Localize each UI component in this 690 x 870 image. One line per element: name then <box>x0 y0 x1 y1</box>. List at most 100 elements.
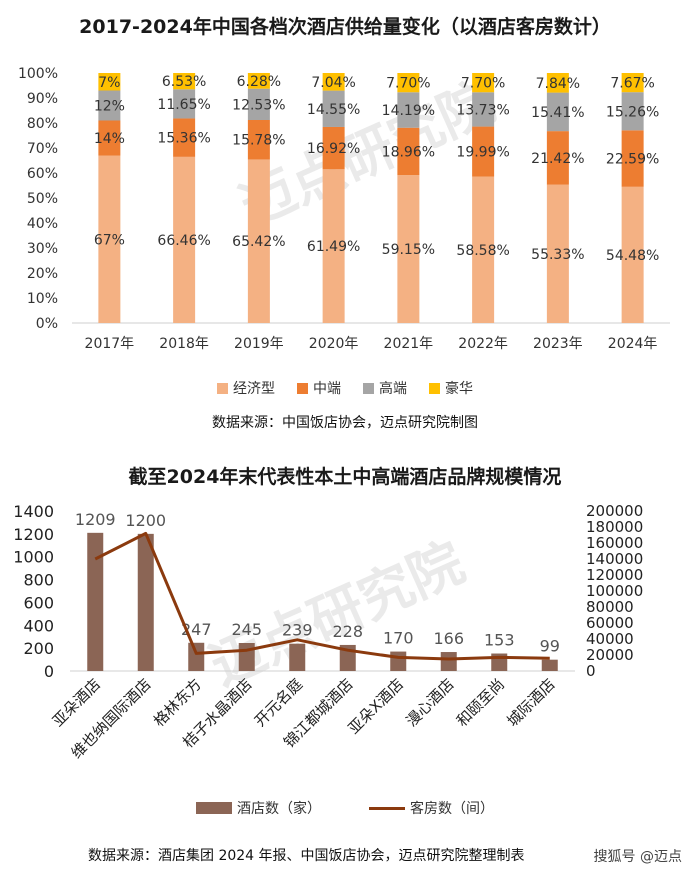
chart1-ytick: 20% <box>27 266 58 282</box>
chart2-bar-hotels <box>289 643 306 671</box>
chart1-bar-economy <box>621 186 644 323</box>
chart1-bar-economy <box>546 184 569 323</box>
chart1-ytick: 80% <box>27 116 58 132</box>
chart2-ytick-left: 1400 <box>13 502 54 521</box>
chart1-bar-midscale <box>247 120 270 160</box>
chart1-bar-upscale <box>98 90 121 121</box>
chart1-bar-midscale <box>173 118 196 157</box>
legend-swatch-economy <box>217 382 228 394</box>
chart1-stacked-bar: 0% 10% 20% 30% 40% 50% 60% 70% 80% 90% 100% 67% 14% 1… <box>18 66 670 352</box>
chart1-xtick: 2024年 <box>608 336 658 352</box>
chart1-ytick: 60% <box>27 166 58 182</box>
legend-item-midscale: 中端 <box>297 378 341 398</box>
chart2-ytick-right: 180000 <box>586 518 643 536</box>
chart1-ytick: 0% <box>36 316 58 332</box>
legend-label-economy: 经济型 <box>233 381 275 397</box>
chart2-bar-hotels <box>390 651 407 671</box>
legend-swatch-upscale <box>363 382 374 394</box>
chart1-data-label-luxury: 7% <box>98 75 120 91</box>
chart1-data-label-midscale: 19.99% <box>456 145 509 161</box>
legend-label-rooms: 客房数（间） <box>410 801 494 817</box>
chart2-data-label-hotels: 166 <box>433 629 464 648</box>
chart2-data-label-hotels: 1209 <box>75 510 116 529</box>
chart1-data-label-economy: 61.49% <box>307 239 360 255</box>
chart2-ytick-right: 120000 <box>586 566 643 584</box>
chart2-bar-hotels <box>188 642 205 671</box>
chart2-bar-hotels <box>440 652 457 671</box>
legend-item-rooms: 客房数（间） <box>369 798 494 818</box>
chart1-data-label-midscale: 15.36% <box>157 131 210 147</box>
footer-brand: 搜狐号 @迈点 <box>593 849 682 865</box>
chart2-ytick-left: 800 <box>23 571 54 590</box>
chart2-ytick-left: 600 <box>23 593 54 612</box>
chart1-bar-economy <box>247 159 270 323</box>
chart1-data-label-luxury: 7.70% <box>461 76 505 92</box>
legend-label-luxury: 豪华 <box>445 381 473 397</box>
chart2-ytick-right: 60000 <box>586 614 634 632</box>
chart1-bar-midscale <box>98 120 121 156</box>
chart2-title: 截至2024年末代表性本土中高端酒店品牌规模情况 <box>128 466 562 488</box>
chart2-bar-hotels <box>541 659 558 671</box>
chart2-ytick-right: 0 <box>586 662 596 680</box>
chart1-data-label-midscale: 18.96% <box>382 144 435 160</box>
chart1-bar-upscale <box>621 92 644 131</box>
chart2-ytick-left: 400 <box>23 616 54 635</box>
legend-swatch-hotels <box>196 802 232 814</box>
chart1-data-label-midscale: 14% <box>94 131 125 147</box>
chart1-ytick: 40% <box>27 216 58 232</box>
chart1-data-label-economy: 58.58% <box>456 243 509 259</box>
chart1-data-label-luxury: 7.67% <box>610 76 654 92</box>
chart2-ytick-right: 140000 <box>586 550 643 568</box>
chart1-bar-upscale <box>247 88 270 120</box>
legend-swatch-rooms <box>369 806 405 810</box>
chart1-bar-economy <box>472 176 495 323</box>
legend-item-luxury: 豪华 <box>429 378 473 398</box>
chart2-ytick-left: 0 <box>44 662 54 681</box>
chart1-data-label-midscale: 15.78% <box>232 133 285 149</box>
chart2-data-label-hotels: 170 <box>383 629 414 648</box>
chart2-ytick-right: 100000 <box>586 582 643 600</box>
chart1-bar-economy <box>98 155 121 323</box>
chart1-data-label-economy: 59.15% <box>382 242 435 258</box>
chart1-data-label-upscale: 11.65% <box>157 97 210 113</box>
chart1-data-label-midscale: 22.59% <box>606 152 659 168</box>
chart1-ytick: 50% <box>27 191 58 207</box>
chart1-bar-luxury <box>397 73 420 93</box>
chart2-ytick-right: 160000 <box>586 534 643 552</box>
chart2-data-label-hotels: 228 <box>332 622 363 641</box>
chart1-bar-midscale <box>322 126 345 170</box>
chart1-ytick: 70% <box>27 141 58 157</box>
chart2-source: 数据来源：酒店集团 2024 年报、中国饭店协会，迈点研究院整理制表 <box>88 848 525 864</box>
chart1-data-label-midscale: 16.92% <box>307 141 360 157</box>
chart1-data-label-midscale: 21.42% <box>531 151 584 167</box>
chart2-data-label-hotels: 245 <box>231 620 262 639</box>
chart1-bar-upscale <box>472 92 495 127</box>
chart1-data-label-economy: 54.48% <box>606 248 659 264</box>
legend-item-hotels: 酒店数（家） <box>196 798 321 818</box>
chart1-bar-upscale <box>322 90 345 127</box>
chart2-xtick: 城际酒店 <box>503 675 558 730</box>
chart1-bar-economy <box>322 169 345 323</box>
chart1-data-label-luxury: 6.53% <box>162 74 206 90</box>
chart1-data-label-upscale: 15.26% <box>606 104 659 120</box>
chart1-data-label-luxury: 6.28% <box>237 74 281 90</box>
chart2-ytick-left: 1200 <box>13 525 54 544</box>
legend-label-upscale: 高端 <box>379 381 407 397</box>
chart1-bar-upscale <box>173 89 196 119</box>
chart1-bar-luxury <box>173 73 196 90</box>
chart1-bar-luxury <box>322 73 345 91</box>
chart1-data-label-economy: 67% <box>94 232 125 248</box>
chart1-data-label-luxury: 7.70% <box>386 76 430 92</box>
chart1-xtick: 2018年 <box>159 336 209 352</box>
chart2-bar-hotels <box>137 533 154 671</box>
chart1-bar-upscale <box>546 92 569 132</box>
chart2-xtick: 和颐至尚 <box>453 675 508 730</box>
chart1-xtick: 2022年 <box>458 336 508 352</box>
chart2-bar-hotels <box>87 532 104 671</box>
chart1-bar-luxury <box>472 73 495 93</box>
chart1-xtick: 2021年 <box>384 336 434 352</box>
chart1-title: 2017-2024年中国各档次酒店供给量变化（以酒店客房数计） <box>79 16 611 38</box>
chart1-data-label-upscale: 14.55% <box>307 102 360 118</box>
legend-swatch-midscale <box>297 382 308 394</box>
chart1-xtick: 2020年 <box>309 336 359 352</box>
